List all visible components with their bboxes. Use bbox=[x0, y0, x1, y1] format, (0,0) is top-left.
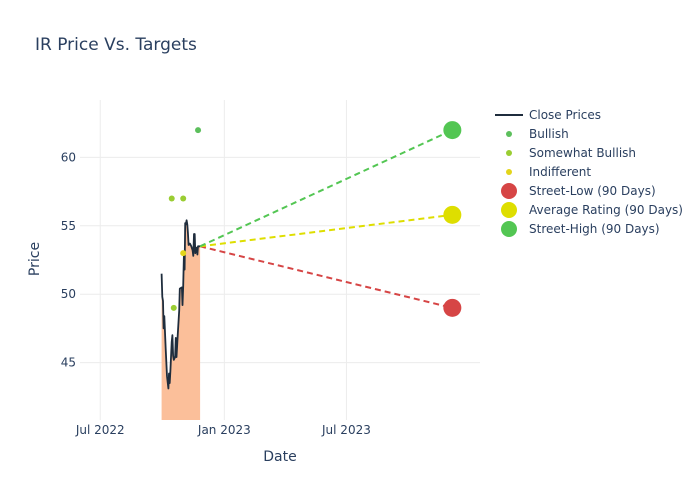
y-tick-label: 45 bbox=[61, 356, 76, 370]
somewhat-bullish-rating-point bbox=[180, 195, 187, 202]
legend-dot-swatch bbox=[501, 221, 517, 237]
x-tick-label: Jul 2022 bbox=[75, 423, 125, 437]
legend-label: Indifferent bbox=[529, 165, 591, 179]
legend-label: Street-High (90 Days) bbox=[529, 222, 660, 236]
x-tick-label: Jul 2023 bbox=[321, 423, 371, 437]
points-layer bbox=[168, 121, 462, 317]
legend-dot-swatch bbox=[506, 150, 512, 156]
indifferent-rating-point bbox=[180, 250, 187, 257]
target-lines-layer bbox=[199, 129, 453, 309]
grid-layer bbox=[80, 100, 480, 420]
x-axis-label: Date bbox=[263, 449, 296, 465]
legend-label: Close Prices bbox=[529, 108, 601, 122]
legend-dot-swatch bbox=[501, 183, 517, 199]
street-high-target-line bbox=[199, 129, 453, 248]
x-tick-label: Jan 2023 bbox=[197, 423, 251, 437]
legend-label: Street-Low (90 Days) bbox=[529, 184, 656, 198]
street-low-target-line bbox=[199, 245, 453, 309]
y-axis-label: Price bbox=[27, 242, 43, 276]
street-high-target-point bbox=[443, 121, 462, 140]
somewhat-bullish-rating-point bbox=[170, 304, 177, 311]
y-axis-ticks: 45 50 55 60 bbox=[61, 150, 76, 369]
street-low-target-point bbox=[443, 298, 462, 317]
x-axis-ticks: Jul 2022 Jan 2023 Jul 2023 bbox=[75, 423, 371, 437]
y-tick-label: 60 bbox=[61, 150, 76, 164]
legend-label: Average Rating (90 Days) bbox=[529, 203, 683, 217]
average-target-line bbox=[199, 213, 453, 248]
legend-dot-swatch bbox=[501, 202, 517, 218]
somewhat-bullish-rating-point bbox=[168, 195, 175, 202]
chart-title: IR Price Vs. Targets bbox=[35, 35, 197, 55]
y-tick-label: 55 bbox=[61, 219, 76, 233]
line-layer bbox=[160, 219, 201, 390]
average-target-point bbox=[443, 205, 462, 224]
legend-label: Somewhat Bullish bbox=[529, 146, 636, 160]
y-tick-label: 50 bbox=[61, 287, 76, 301]
legend-label: Bullish bbox=[529, 127, 569, 141]
bullish-rating-point bbox=[195, 127, 202, 134]
legend-dot-swatch bbox=[506, 131, 512, 137]
legend-dot-swatch bbox=[506, 169, 512, 175]
legend: Close Prices Bullish Somewhat Bullish Indif… bbox=[495, 108, 683, 237]
close-price-line bbox=[160, 219, 201, 390]
